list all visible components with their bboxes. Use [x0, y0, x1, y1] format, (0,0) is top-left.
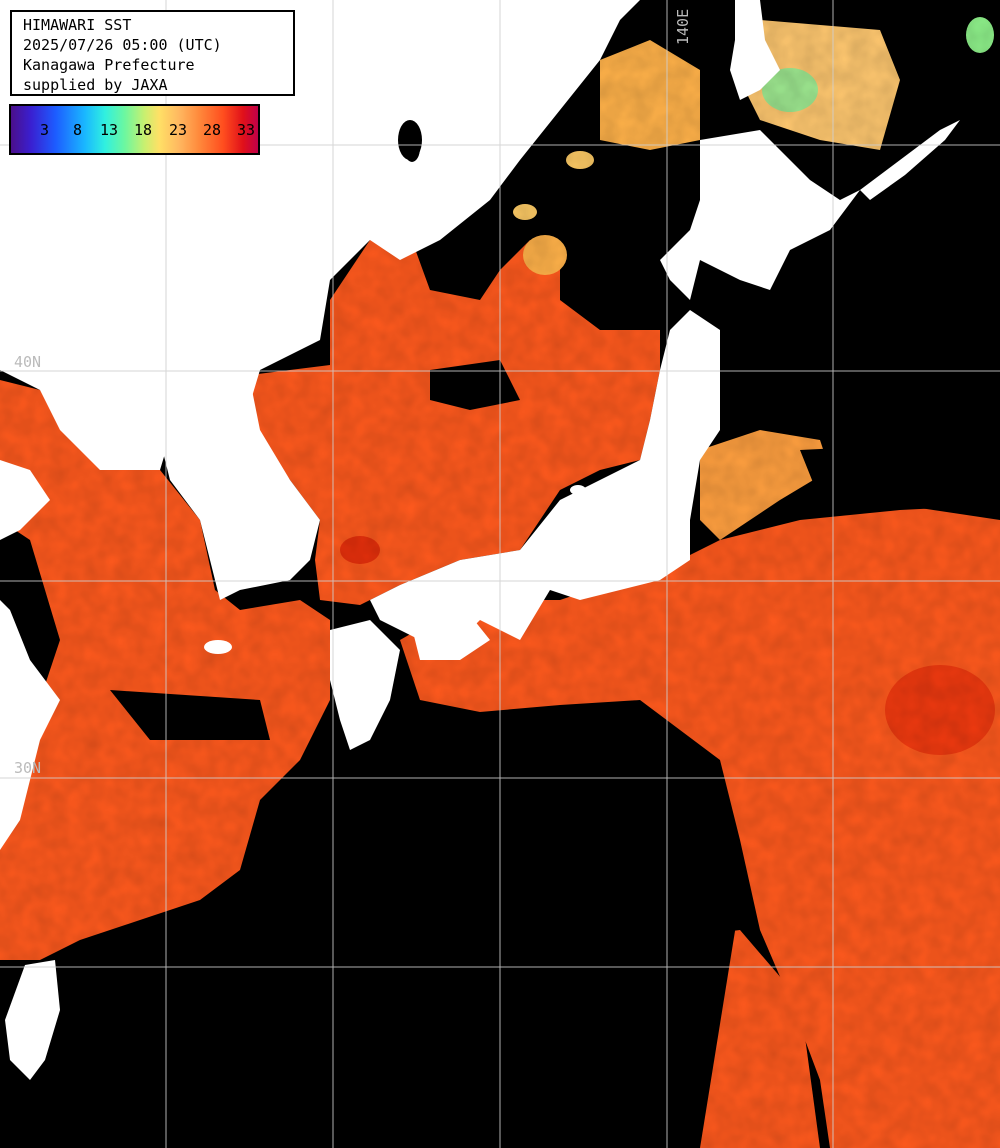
- legend-label: 33: [237, 121, 256, 139]
- legend-labels: 3 8 13 18 23 28 33: [11, 106, 258, 153]
- legend-label: 8: [73, 121, 83, 139]
- legend-label: 3: [40, 121, 50, 139]
- credit-label: supplied by JAXA: [23, 76, 168, 94]
- kuril-islands: [860, 120, 960, 200]
- lat-label-30n: 30N: [14, 759, 42, 777]
- legend-color-bar: [11, 106, 258, 153]
- color-legend: 3 8 13 18 23 28 33: [9, 104, 260, 155]
- lon-label-140e: 140E: [674, 8, 692, 45]
- prefecture-label: Kanagawa Prefecture: [23, 56, 195, 74]
- legend-label: 28: [203, 121, 222, 139]
- legend-label: 23: [169, 121, 188, 139]
- legend-label: 13: [100, 121, 119, 139]
- timestamp: 2025/07/26 05:00 (UTC): [23, 36, 222, 54]
- lat-label-40n: 40N: [14, 353, 42, 371]
- title-box: HIMAWARI SST 2025/07/26 05:00 (UTC) Kana…: [10, 10, 295, 96]
- product-title: HIMAWARI SST: [23, 16, 132, 34]
- legend-label: 18: [134, 121, 153, 139]
